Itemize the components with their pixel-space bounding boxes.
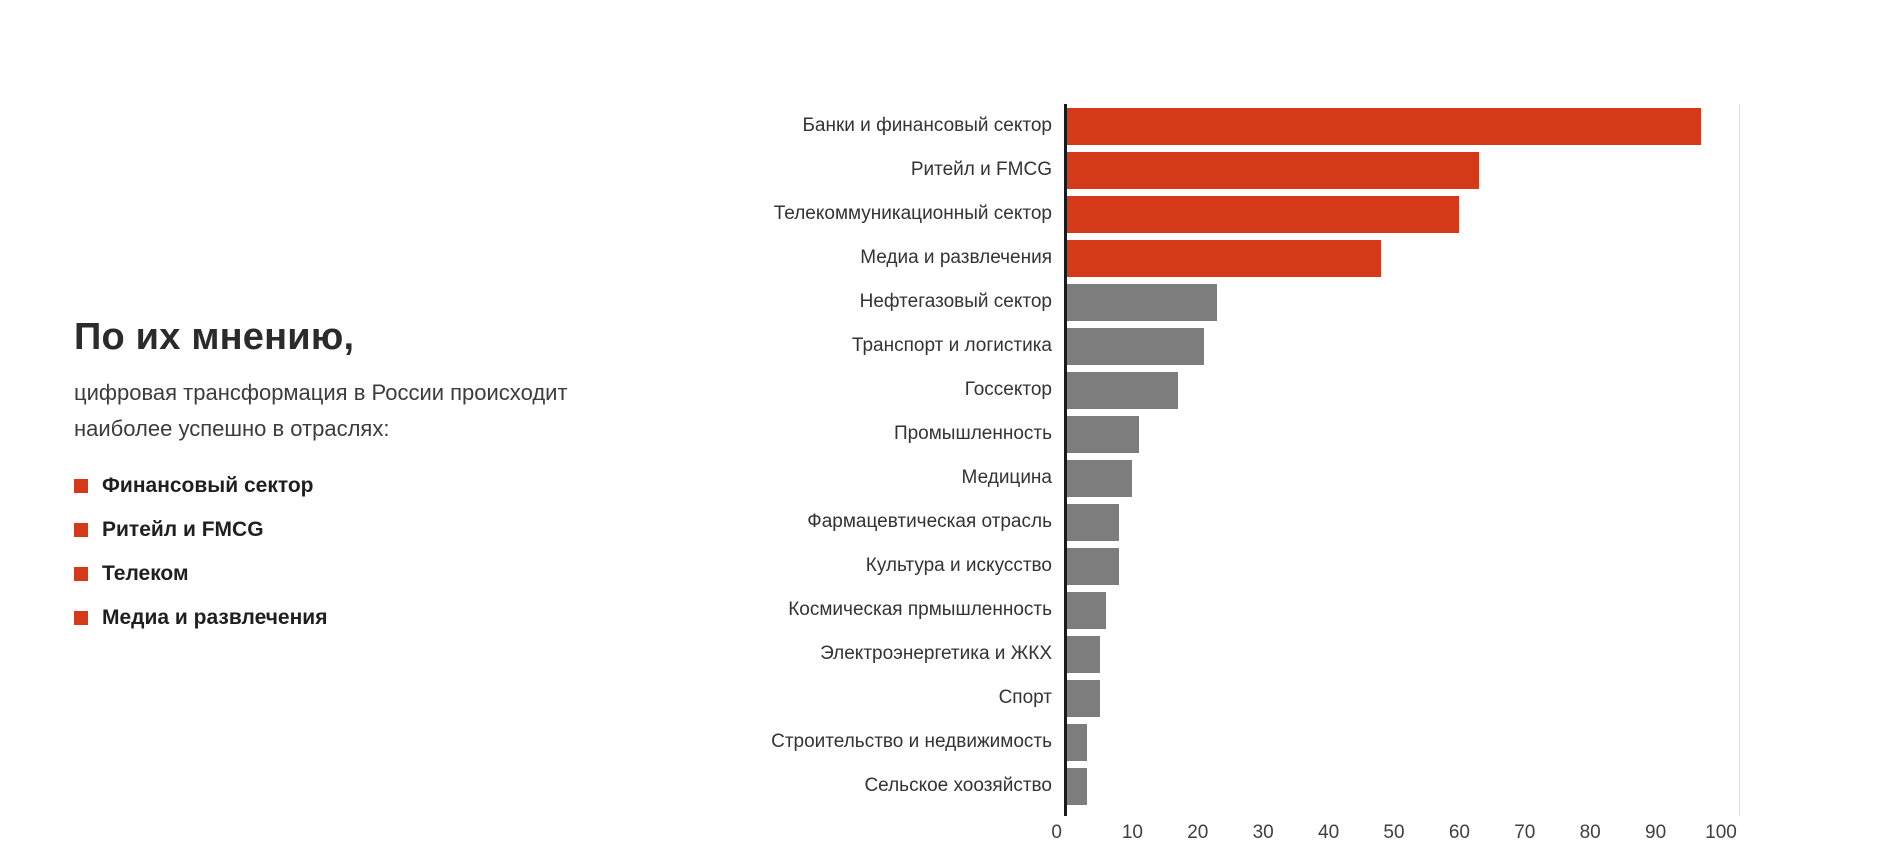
chart-row	[1067, 764, 1739, 808]
category-label: Госсектор	[964, 379, 1052, 400]
intro-subtitle: цифровая трансформация в России происход…	[74, 375, 634, 447]
category-label: Электроэнергетика и ЖКХ	[820, 643, 1052, 664]
category-label: Сельское хоозяйство	[864, 775, 1052, 796]
x-tick-label: 30	[1252, 822, 1274, 843]
bar	[1067, 547, 1120, 585]
x-tick-label: 90	[1645, 822, 1667, 843]
bar	[1067, 635, 1100, 673]
chart-row	[1067, 324, 1739, 368]
category-label: Медиа и развлечения	[860, 247, 1052, 268]
category-label: Фармацевтическая отрасль	[807, 511, 1052, 532]
chart-row	[1067, 588, 1739, 632]
bullet-square-icon	[74, 567, 88, 581]
x-tick-label: 50	[1383, 822, 1405, 843]
bar	[1067, 107, 1702, 145]
intro-title: По их мнению,	[74, 316, 355, 358]
chart-body: Банки и финансовый сектор Ритейл и FMCG Те…	[640, 104, 1740, 816]
x-tick-label: 80	[1579, 822, 1601, 843]
x-tick-label: 70	[1514, 822, 1536, 843]
category-label: Спорт	[998, 687, 1052, 708]
bar	[1067, 283, 1218, 321]
category-label: Медицина	[961, 467, 1052, 488]
chart-row	[1067, 544, 1739, 588]
category-label: Ритейл и FMCG	[910, 159, 1052, 180]
chart-row	[1067, 632, 1739, 676]
category-label: Нефтегазовый сектор	[859, 291, 1052, 312]
category-label: Культура и искусство	[865, 555, 1052, 576]
bar	[1067, 767, 1087, 805]
category-labels: Банки и финансовый сектор Ритейл и FMCG Те…	[640, 104, 1064, 816]
x-tick-label: 20	[1187, 822, 1209, 843]
highlight-item-label: Ритейл и FMCG	[102, 518, 264, 541]
chart-row	[1067, 148, 1739, 192]
x-tick-label: 0	[1051, 822, 1062, 843]
highlight-list: Финансовый сектор Ритейл и FMCG Телеком …	[74, 473, 634, 631]
plot-area	[1064, 104, 1740, 816]
category-label: Транспорт и логистика	[851, 335, 1052, 356]
bar	[1067, 415, 1139, 453]
chart-row	[1067, 456, 1739, 500]
category-label: Космическая прмышленность	[788, 599, 1052, 620]
highlight-item-label: Медиа и развлечения	[102, 606, 328, 629]
intro-subtitle-line1: цифровая трансформация в России происход…	[74, 380, 568, 405]
intro-subtitle-line2: наиболее успешно в отраслях:	[74, 416, 390, 441]
bullet-square-icon	[74, 523, 88, 537]
chart-row	[1067, 676, 1739, 720]
highlight-item: Медиа и развлечения	[74, 605, 634, 631]
bar	[1067, 327, 1205, 365]
bar	[1067, 679, 1100, 717]
chart-row	[1067, 412, 1739, 456]
x-tick-label: 40	[1318, 822, 1340, 843]
bar	[1067, 591, 1107, 629]
bar	[1067, 723, 1087, 761]
bar	[1067, 239, 1381, 277]
highlight-item-label: Телеком	[102, 562, 189, 585]
x-tick-label: 10	[1121, 822, 1143, 843]
bar	[1067, 459, 1133, 497]
highlight-item: Финансовый сектор	[74, 473, 634, 499]
bar	[1067, 195, 1460, 233]
category-label: Промышленность	[893, 423, 1052, 444]
chart-row	[1067, 104, 1739, 148]
chart-row	[1067, 368, 1739, 412]
category-label: Строительство и недвижимость	[771, 731, 1052, 752]
category-label: Телекоммуникационный сектор	[773, 203, 1052, 224]
highlight-item: Ритейл и FMCG	[74, 517, 634, 543]
chart-row	[1067, 500, 1739, 544]
intro-panel: По их мнению, цифровая трансформация в Р…	[74, 316, 634, 649]
highlight-item-label: Финансовый сектор	[102, 474, 314, 497]
highlight-item: Телеком	[74, 561, 634, 587]
chart-row	[1067, 720, 1739, 764]
bar-chart: Банки и финансовый сектор Ритейл и FMCG Те…	[640, 104, 1740, 852]
chart-row	[1067, 192, 1739, 236]
chart-row	[1067, 280, 1739, 324]
bullet-square-icon	[74, 611, 88, 625]
bar	[1067, 503, 1120, 541]
bar	[1067, 151, 1480, 189]
bar	[1067, 371, 1179, 409]
x-tick-label: 60	[1448, 822, 1470, 843]
category-label: Банки и финансовый сектор	[802, 115, 1052, 136]
chart-row	[1067, 236, 1739, 280]
bullet-square-icon	[74, 479, 88, 493]
x-axis-ticks: 0 10 20 30 40 50 60 70 80 90 100	[1051, 822, 1740, 852]
x-tick-label: 100	[1705, 822, 1737, 843]
